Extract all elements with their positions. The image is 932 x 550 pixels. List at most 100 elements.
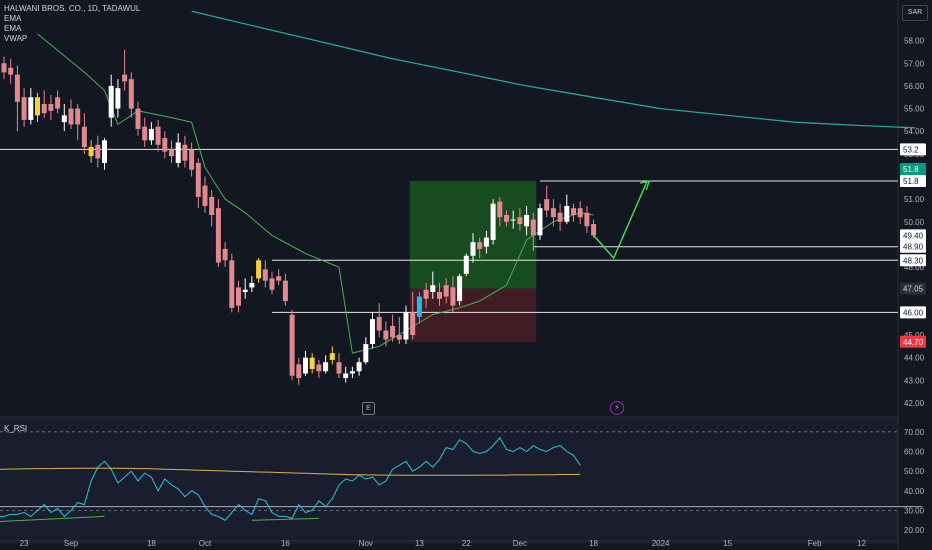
candle-body[interactable]: [14, 74, 20, 102]
candle-body[interactable]: [584, 212, 590, 227]
candle-body[interactable]: [108, 85, 114, 118]
candle-body[interactable]: [142, 126, 148, 141]
candle-body[interactable]: [195, 162, 201, 197]
candle-body[interactable]: [450, 287, 456, 306]
candle-body[interactable]: [557, 212, 563, 222]
candle-body[interactable]: [21, 97, 27, 120]
rsi-line[interactable]: [0, 436, 581, 527]
candle-body[interactable]: [336, 362, 342, 374]
rsi-ma-line[interactable]: [0, 467, 581, 476]
candle-body[interactable]: [463, 255, 469, 274]
candle-body[interactable]: [115, 88, 121, 109]
ema-long-line[interactable]: [191, 10, 916, 129]
candle-body[interactable]: [48, 104, 54, 111]
candle-body[interactable]: [571, 208, 576, 215]
candle-body[interactable]: [95, 144, 101, 159]
candle-body[interactable]: [403, 312, 409, 340]
candle-body[interactable]: [316, 364, 322, 372]
candle-body[interactable]: [276, 276, 282, 281]
flash-event-icon[interactable]: ⚡: [610, 401, 624, 415]
candle-body[interactable]: [135, 108, 141, 129]
candle-body[interactable]: [323, 362, 329, 372]
candle-body[interactable]: [41, 104, 47, 114]
candle-body[interactable]: [423, 289, 429, 299]
candle-body[interactable]: [175, 142, 181, 163]
candle-body[interactable]: [577, 208, 583, 218]
candle-body[interactable]: [162, 138, 168, 152]
candle-body[interactable]: [75, 108, 81, 125]
candle-body[interactable]: [296, 364, 302, 379]
candle-body[interactable]: [443, 285, 449, 297]
candle-body[interactable]: [370, 319, 375, 345]
candle-body[interactable]: [477, 242, 483, 249]
position-loss-zone[interactable]: [409, 288, 537, 342]
candle-body[interactable]: [182, 144, 188, 161]
rsi-trendline-0[interactable]: [0, 515, 105, 523]
candle-body[interactable]: [215, 208, 221, 263]
candle-body[interactable]: [349, 371, 355, 374]
candle-body[interactable]: [222, 248, 228, 261]
candle-body[interactable]: [430, 285, 436, 292]
candle-body[interactable]: [28, 97, 34, 120]
candle-body[interactable]: [242, 289, 248, 292]
candle-body[interactable]: [35, 97, 40, 116]
candle-body[interactable]: [510, 219, 516, 221]
candle-body[interactable]: [282, 280, 288, 302]
candle-body[interactable]: [396, 335, 402, 340]
candle-body[interactable]: [550, 208, 556, 218]
candle-body[interactable]: [148, 128, 154, 141]
candle-body[interactable]: [236, 287, 241, 306]
candle-body[interactable]: [390, 325, 396, 338]
candle-body[interactable]: [356, 362, 362, 372]
earnings-event-icon[interactable]: E: [362, 402, 375, 415]
rsi-indicator-label[interactable]: K_RSI: [4, 424, 28, 433]
candle-body[interactable]: [55, 97, 61, 109]
candle-body[interactable]: [309, 357, 315, 369]
candle-body[interactable]: [591, 224, 597, 236]
candle-body[interactable]: [269, 278, 275, 290]
candle-body[interactable]: [169, 149, 174, 157]
candle-body[interactable]: [155, 126, 161, 145]
candle-body[interactable]: [122, 74, 128, 82]
currency-button[interactable]: SAR: [902, 5, 928, 21]
candle-body[interactable]: [497, 201, 503, 218]
candle-body[interactable]: [383, 330, 389, 340]
candle-body[interactable]: [202, 185, 208, 206]
ema-legend-1[interactable]: EMA: [4, 14, 22, 23]
candle-body[interactable]: [517, 217, 523, 225]
candle-body[interactable]: [209, 196, 215, 215]
candle-body[interactable]: [343, 373, 349, 379]
candle-body[interactable]: [363, 344, 369, 363]
candle-body[interactable]: [437, 291, 442, 299]
candle-body[interactable]: [102, 140, 107, 163]
candle-body[interactable]: [256, 260, 262, 279]
candle-body[interactable]: [376, 316, 382, 331]
candle-body[interactable]: [537, 208, 543, 236]
candle-body[interactable]: [1, 63, 7, 73]
candle-body[interactable]: [329, 353, 335, 360]
ema-legend-2[interactable]: EMA: [4, 24, 22, 33]
candle-body[interactable]: [61, 115, 67, 123]
candle-body[interactable]: [189, 149, 195, 170]
candle-body[interactable]: [530, 219, 536, 236]
candle-body[interactable]: [470, 242, 476, 256]
candle-body[interactable]: [289, 314, 295, 376]
candle-body[interactable]: [524, 215, 530, 227]
vwap-legend[interactable]: VWAP: [4, 34, 28, 43]
candle-body[interactable]: [88, 147, 94, 157]
candle-body[interactable]: [303, 357, 308, 374]
candle-body[interactable]: [416, 296, 422, 317]
candle-body[interactable]: [81, 126, 87, 148]
candle-body[interactable]: [504, 215, 509, 222]
candle-body[interactable]: [229, 260, 235, 308]
projection-arrow[interactable]: [593, 180, 648, 260]
candle-body[interactable]: [564, 205, 570, 222]
candle-body[interactable]: [262, 269, 268, 281]
candle-body[interactable]: [483, 237, 489, 247]
candle-body[interactable]: [128, 79, 134, 109]
candle-body[interactable]: [490, 203, 496, 240]
rsi-trendline-1[interactable]: [251, 517, 319, 521]
candle-body[interactable]: [544, 199, 550, 211]
candle-body[interactable]: [249, 282, 255, 288]
